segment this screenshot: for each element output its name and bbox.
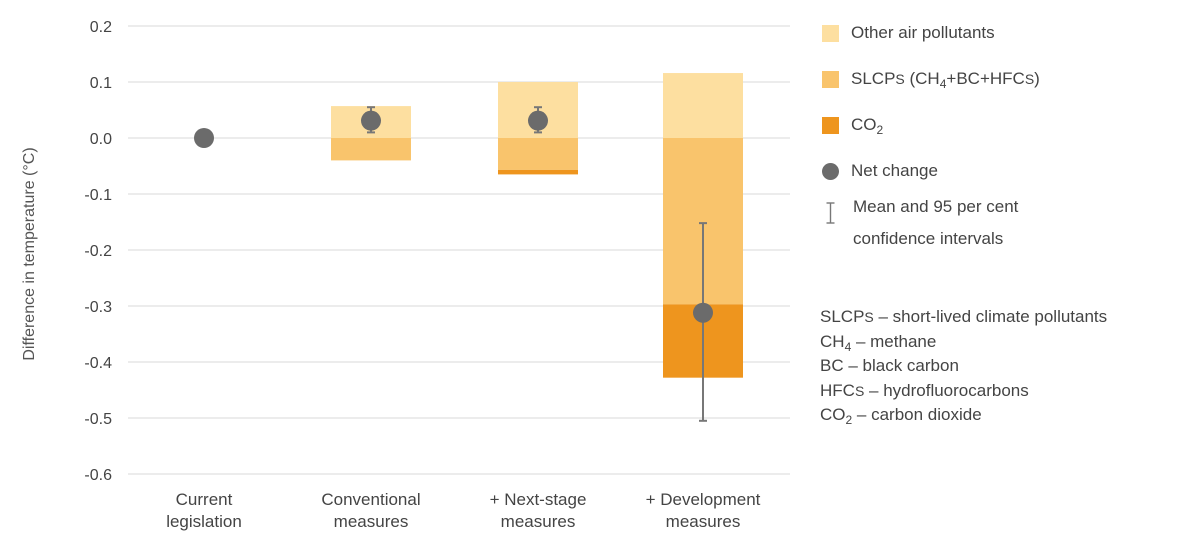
net-change-dot bbox=[528, 110, 548, 131]
net-change-markers bbox=[194, 106, 713, 422]
gridlines bbox=[128, 25, 790, 475]
category-label: measures bbox=[501, 512, 576, 531]
bar-slcps bbox=[331, 138, 411, 161]
legend: Other air pollutants SLCPS (CH4+BC+HFCS)… bbox=[822, 18, 1172, 255]
net-change-dot bbox=[361, 110, 381, 131]
legend-label-ci: Mean and 95 per cent confidence interval… bbox=[853, 197, 1019, 248]
legend-swatch-co2 bbox=[822, 116, 839, 134]
bars bbox=[331, 73, 743, 378]
legend-swatch-slcp bbox=[822, 70, 839, 88]
category-label: Current bbox=[176, 490, 233, 509]
y-tick-label: -0.2 bbox=[84, 243, 112, 260]
category-label: measures bbox=[666, 512, 741, 531]
y-tick-label: -0.5 bbox=[84, 411, 112, 428]
note-ch4: CH4 – methane bbox=[820, 331, 937, 354]
y-axis-label: Difference in temperature (°C) bbox=[21, 147, 38, 360]
category-label: measures bbox=[334, 512, 409, 531]
y-tick-label: -0.6 bbox=[84, 467, 112, 484]
legend-swatch-other bbox=[822, 24, 839, 42]
y-axis-ticks: 0.2 0.1 0.0 -0.1 -0.2 -0.3 -0.4 -0.5 -0.6 bbox=[84, 19, 112, 484]
legend-item-net: Net change bbox=[822, 156, 1172, 186]
y-tick-label: -0.1 bbox=[84, 187, 112, 204]
y-tick-label: -0.3 bbox=[84, 299, 112, 316]
category-label: Conventional bbox=[321, 490, 420, 509]
chart: 0.2 0.1 0.0 -0.1 -0.2 -0.3 -0.4 -0.5 -0.6 Curren… bbox=[21, 19, 790, 531]
legend-item-slcp: SLCPS (CH4+BC+HFCS) bbox=[822, 64, 1172, 94]
legend-label-other: Other air pollutants bbox=[851, 23, 995, 42]
bar-other-air-pollutants bbox=[663, 73, 743, 138]
net-change-dot bbox=[194, 128, 214, 148]
legend-item-co2: CO2 bbox=[822, 110, 1172, 140]
category-label: + Development bbox=[646, 490, 761, 509]
note-bc: BC – black carbon bbox=[820, 356, 959, 375]
note-hfc: HFCS – hydrofluorocarbons bbox=[820, 380, 1029, 400]
y-tick-label: -0.4 bbox=[84, 355, 112, 372]
bar-co2 bbox=[498, 169, 578, 175]
bar-slcps bbox=[498, 138, 578, 170]
error-bar-icon bbox=[826, 202, 835, 224]
net-change-dot bbox=[693, 302, 713, 323]
note-co2: CO2 – carbon dioxide bbox=[820, 405, 982, 427]
y-tick-label: 0.2 bbox=[90, 19, 112, 36]
category-label: + Next-stage bbox=[490, 490, 587, 509]
category-labels: Current legislation Conventional measures + … bbox=[166, 490, 760, 531]
legend-item-other: Other air pollutants bbox=[822, 18, 1172, 48]
y-tick-label: 0.1 bbox=[90, 75, 112, 92]
legend-label-net: Net change bbox=[851, 161, 938, 180]
legend-net-dot-icon bbox=[822, 162, 839, 180]
legend-label-slcp: SLCPS (CH4+BC+HFCS) bbox=[851, 69, 1040, 91]
legend-label-co2: CO2 bbox=[851, 115, 884, 137]
note-slcp: SLCPS – short-lived climate pollutants bbox=[820, 307, 1108, 326]
legend-item-ci: Mean and 95 per cent confidence interval… bbox=[822, 196, 1172, 255]
y-tick-label: 0.0 bbox=[90, 131, 112, 148]
abbreviation-notes: SLCPS – short-lived climate pollutants C… bbox=[820, 305, 1107, 428]
category-label: legislation bbox=[166, 512, 242, 531]
